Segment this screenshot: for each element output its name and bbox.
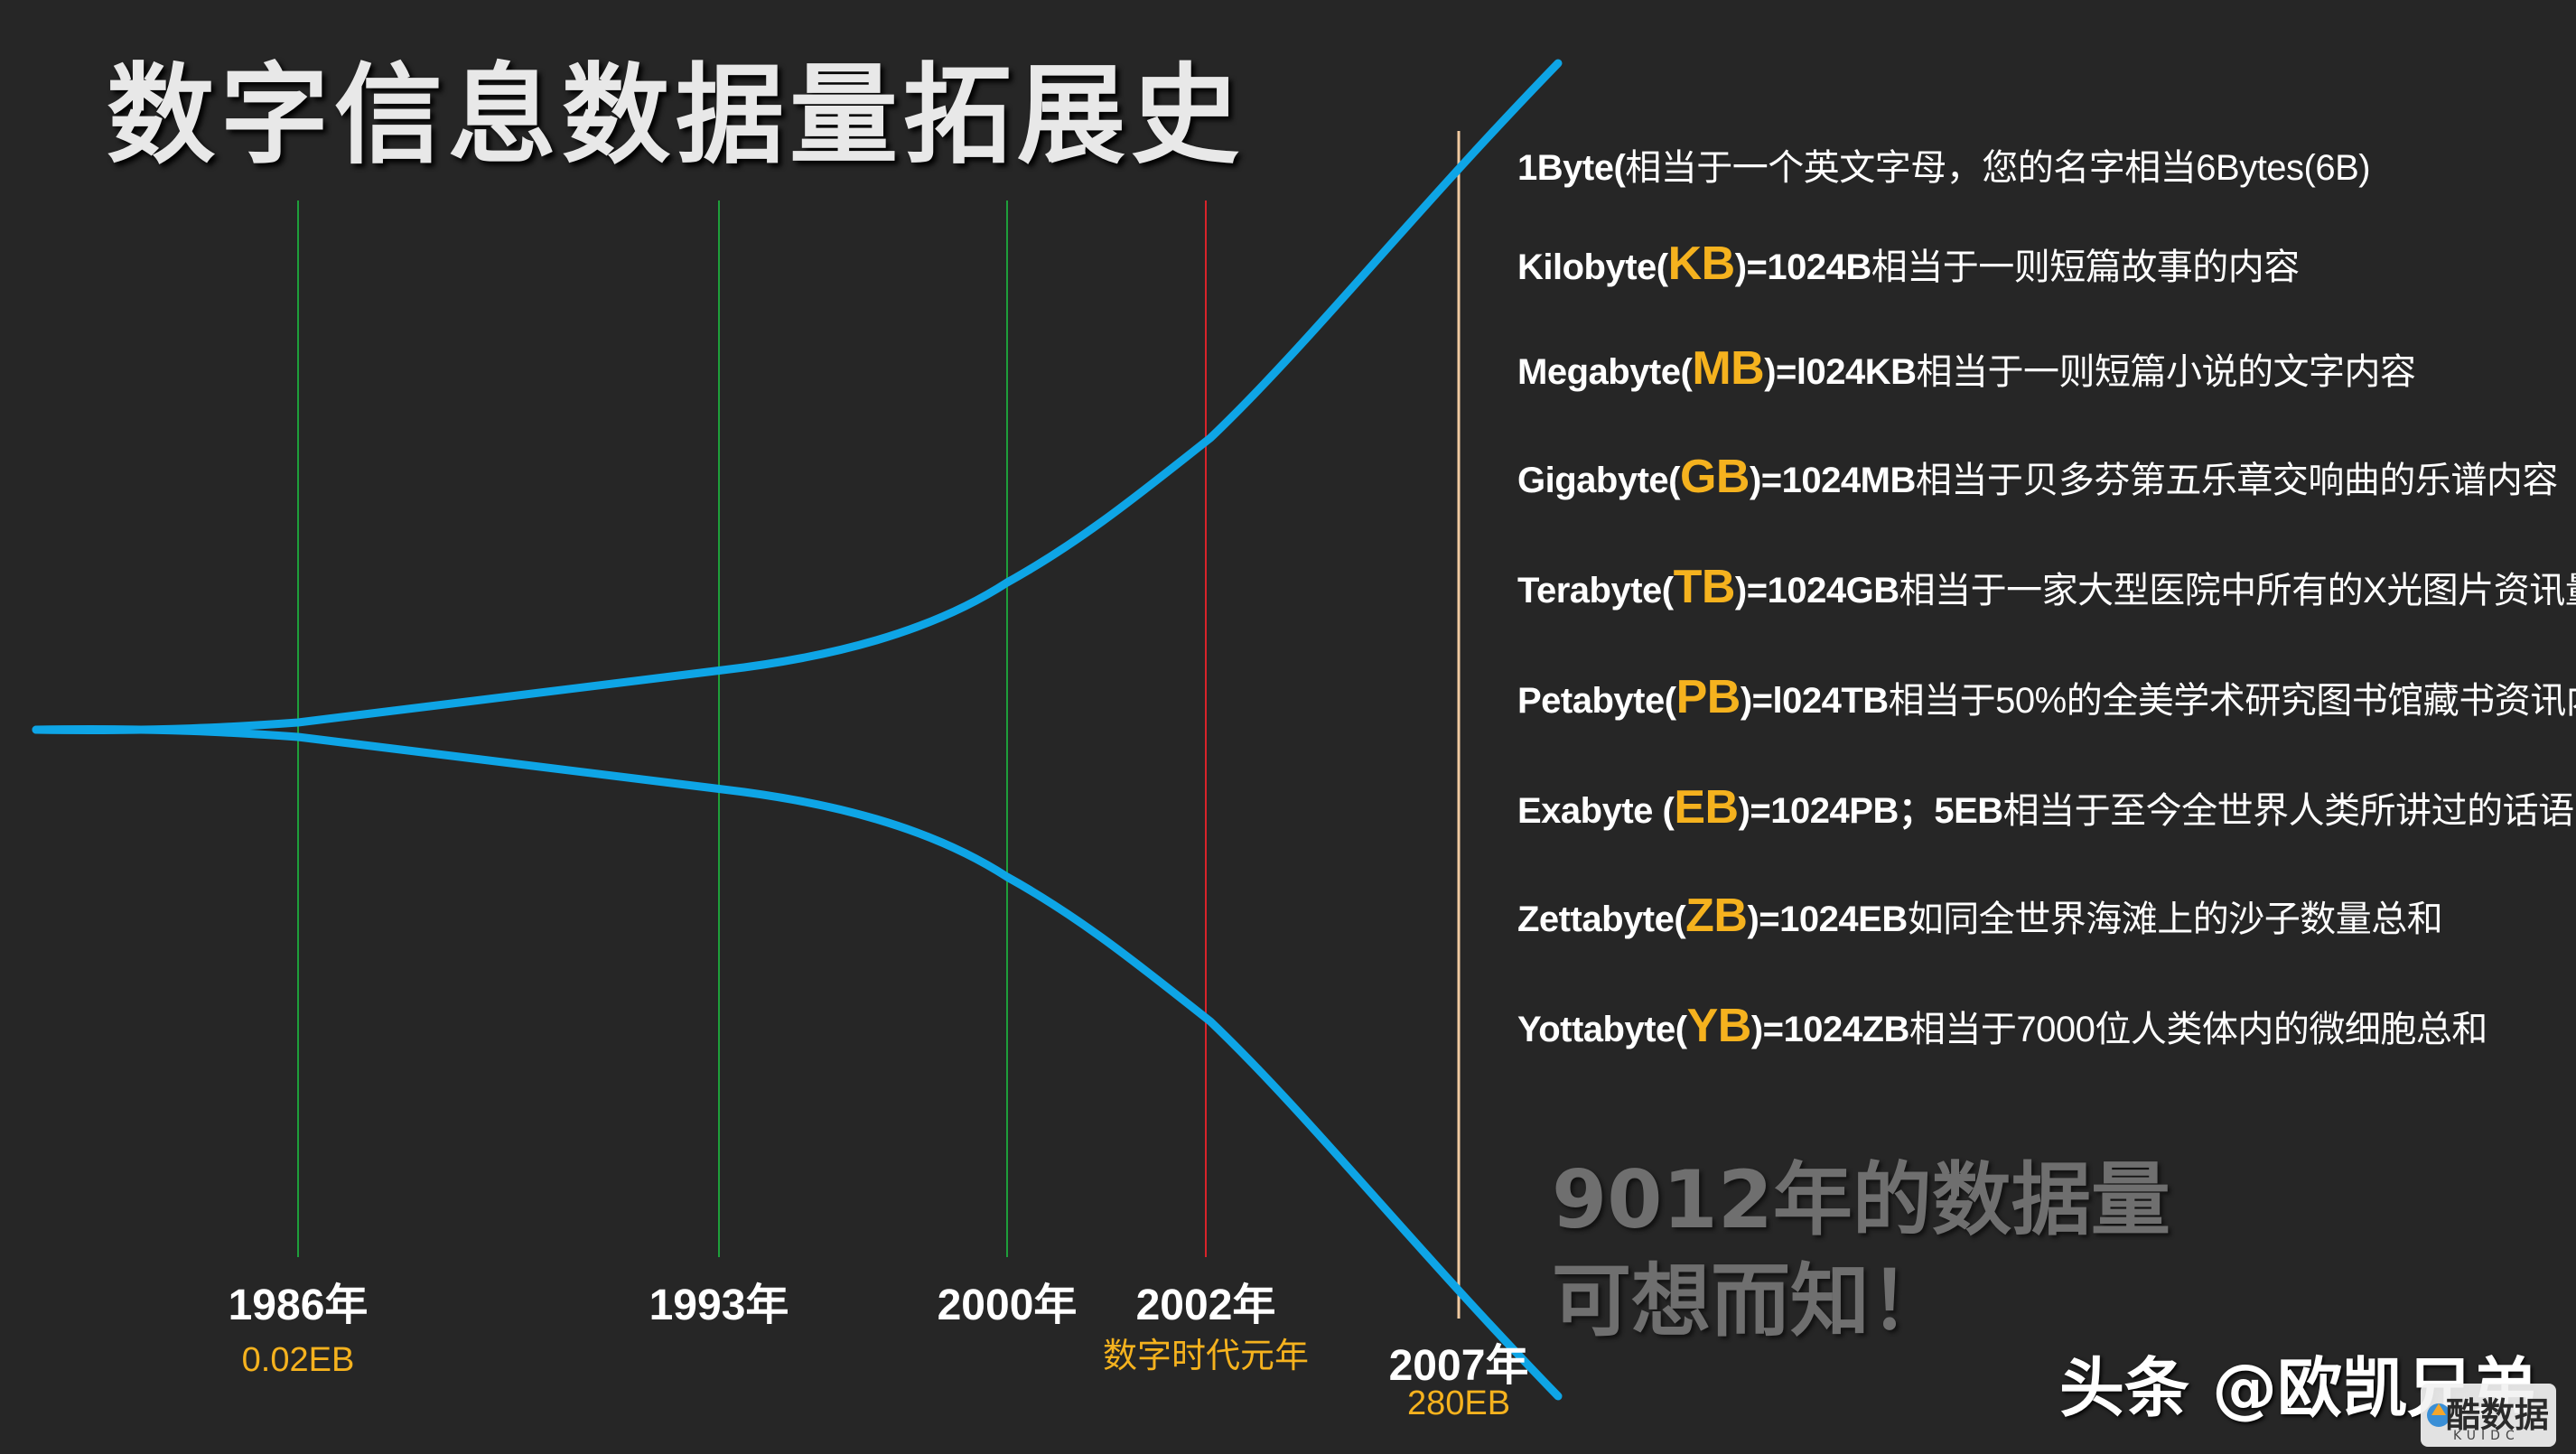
unit-row: Zettabyte(ZB)=1024EB如同全世界海滩上的沙子数量总和 bbox=[1517, 889, 2443, 943]
unit-en: Kilobyte( bbox=[1517, 247, 1668, 287]
unit-en: Yottabyte( bbox=[1517, 1010, 1687, 1049]
page-title: 数字信息数据量拓展史 bbox=[107, 53, 1245, 179]
unit-row: Exabyte (EB)=1024PB；5EB相当于至今全世界人类所讲过的话语 bbox=[1517, 780, 2574, 834]
unit-def: )=1024PB；5EB bbox=[1738, 791, 2004, 831]
unit-def: )=l024KB bbox=[1764, 352, 1917, 392]
logo-text: 酷数据 bbox=[2446, 1394, 2550, 1435]
unit-cn: 相当于一则短篇小说的文字内容 bbox=[1916, 352, 2417, 392]
unit-def: )=l024TB bbox=[1740, 681, 1889, 721]
unit-en: Gigabyte( bbox=[1517, 461, 1680, 500]
unit-row: Gigabyte(GB)=1024MB相当于贝多芬第五乐章交响曲的乐谱内容 bbox=[1517, 450, 2558, 504]
unit-cn: 相当于贝多芬第五乐章交响曲的乐谱内容 bbox=[1915, 461, 2559, 500]
unit-def: )=1024GB bbox=[1734, 571, 1899, 610]
unit-cn: 相当于至今全世界人类所讲过的话语 bbox=[2002, 791, 2575, 831]
unit-row: Megabyte(MB)=l024KB相当于一则短篇小说的文字内容 bbox=[1517, 341, 2416, 396]
unit-cn: 相当于一则短篇故事的内容 bbox=[1871, 247, 2301, 287]
unit-abbr: ZB bbox=[1685, 890, 1748, 942]
unit-cn: 相当于50%的全美学术研究图书馆藏书资讯内容 bbox=[1888, 681, 2576, 721]
unit-cn: 如同全世界海滩上的沙子数量总和 bbox=[1907, 899, 2443, 939]
unit-row: Kilobyte(KB)=1024B相当于一则短篇故事的内容 bbox=[1517, 237, 2300, 291]
lower-growth-curve bbox=[32, 725, 1563, 1401]
unit-row: Yottabyte(YB)=1024ZB相当于7000位人类体内的微细胞总和 bbox=[1517, 999, 2487, 1053]
timeline-value-3: 数字时代元年 bbox=[1102, 1337, 1310, 1375]
unit-row: 1Byte(相当于一个英文字母，您的名字相当6Bytes(6B) bbox=[1517, 137, 2371, 191]
unit-abbr: PB bbox=[1675, 671, 1741, 723]
timeline-value-4: 280EB bbox=[1406, 1384, 1511, 1422]
logo-subtext: KUIDC bbox=[2453, 1429, 2520, 1443]
unit-row: Petabyte(PB)=l024TB相当于50%的全美学术研究图书馆藏书资讯内… bbox=[1517, 670, 2576, 724]
timeline-year-0: 1986年 bbox=[228, 1282, 369, 1329]
conclusion-line-2: 可想而知！ bbox=[1552, 1254, 1950, 1347]
unit-def: )=1024EB bbox=[1747, 899, 1908, 939]
upper-growth-curve bbox=[32, 59, 1563, 734]
unit-abbr: EB bbox=[1674, 781, 1739, 834]
unit-en: Terabyte( bbox=[1517, 571, 1674, 610]
unit-en: Zettabyte( bbox=[1517, 899, 1686, 939]
timeline-year-3: 2002年 bbox=[1135, 1282, 1276, 1329]
timeline-year-2: 2000年 bbox=[937, 1282, 1078, 1329]
unit-row: Terabyte(TB)=1024GB相当于一家大型医院中所有的X光图片资讯量 bbox=[1517, 560, 2576, 614]
unit-abbr: TB bbox=[1673, 561, 1736, 613]
unit-cn: 相当于一个英文字母，您的名字相当6Bytes(6B) bbox=[1625, 148, 2371, 188]
unit-cn: 相当于一家大型医院中所有的X光图片资讯量 bbox=[1899, 571, 2576, 610]
unit-abbr: KB bbox=[1667, 238, 1736, 290]
logo-shape-icon bbox=[2421, 1384, 2556, 1447]
unit-en: 1Byte( bbox=[1517, 148, 1626, 188]
unit-abbr: YB bbox=[1686, 1000, 1752, 1052]
unit-def: )=1024ZB bbox=[1750, 1010, 1909, 1049]
conclusion-line-1: 9012年的数据量 bbox=[1552, 1153, 2170, 1246]
unit-abbr: GB bbox=[1679, 451, 1750, 503]
unit-cn: 相当于7000位人类体内的微细胞总和 bbox=[1909, 1010, 2487, 1049]
unit-def: )=1024B bbox=[1734, 247, 1872, 287]
unit-abbr: MB bbox=[1692, 342, 1765, 395]
unit-en: Megabyte( bbox=[1517, 352, 1693, 392]
unit-en: Petabyte( bbox=[1517, 681, 1676, 721]
timeline-value-0: 0.02EB bbox=[241, 1341, 355, 1379]
unit-def: )=1024MB bbox=[1749, 461, 1916, 500]
timeline-year-1: 1993年 bbox=[649, 1282, 789, 1329]
timeline-year-4: 2007年 bbox=[1388, 1342, 1529, 1390]
unit-en: Exabyte ( bbox=[1517, 791, 1675, 831]
brand-logo: 酷数据 KUIDC bbox=[2421, 1384, 2556, 1447]
